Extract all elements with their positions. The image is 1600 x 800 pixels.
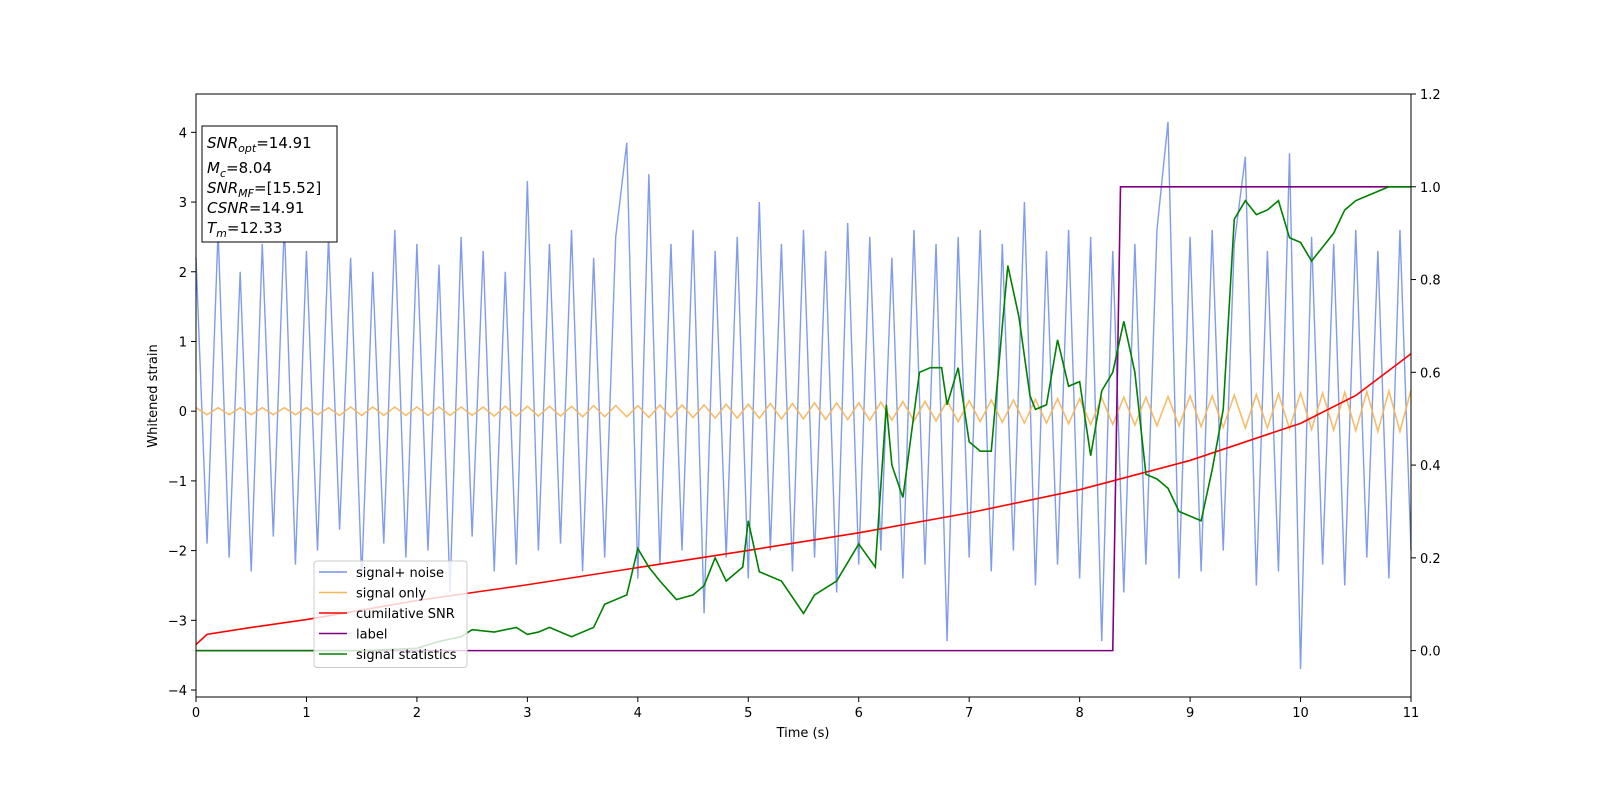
x-tick-label: 10 — [1292, 706, 1309, 721]
annotation-box — [201, 125, 338, 243]
annotation-name: T — [207, 219, 218, 237]
x-tick-label: 3 — [523, 706, 531, 721]
x-tick-label: 7 — [965, 706, 973, 721]
annotation-name: CSNR — [207, 199, 249, 217]
y2-tick-label: 0.0 — [1420, 645, 1441, 660]
y-tick-label: −1 — [168, 475, 187, 490]
x-tick-label: 0 — [192, 706, 200, 721]
annotation-subscript: MF — [238, 187, 254, 200]
y-tick-label: −4 — [168, 684, 187, 699]
y-tick-label: 4 — [179, 126, 187, 141]
legend-label: signal only — [356, 587, 426, 602]
x-tick-label: 6 — [855, 706, 863, 721]
y-tick-label: −2 — [168, 545, 187, 560]
annotation-name: M — [207, 159, 220, 177]
series-line — [195, 121, 1412, 670]
y2-tick-label: 1.0 — [1420, 181, 1441, 196]
annotation-line: SNRMF=[15.52] — [207, 179, 321, 200]
y2-tick-label: 0.2 — [1420, 552, 1441, 567]
annotation-name: SNR — [207, 179, 238, 197]
annotation-line: Tm=12.33 — [207, 219, 282, 240]
annotation-value: =14.91 — [256, 134, 312, 152]
legend-label: signal+ noise — [356, 566, 444, 581]
x-tick-label: 9 — [1186, 706, 1194, 721]
y-tick-label: 1 — [179, 335, 187, 350]
y2-tick-label: 0.8 — [1420, 274, 1441, 289]
y2-tick-label: 0.6 — [1420, 366, 1441, 381]
x-tick-label: 5 — [744, 706, 752, 721]
legend-frame — [313, 560, 468, 668]
series-line — [196, 185, 1411, 652]
plot-area — [195, 121, 1412, 670]
series-line — [195, 387, 1412, 435]
x-tick-label: 1 — [302, 706, 310, 721]
y-tick-label: −3 — [168, 614, 187, 629]
y-tick-label: 2 — [179, 266, 187, 281]
annotation-line: CSNR=14.91 — [207, 199, 304, 217]
x-tick-label: 8 — [1075, 706, 1083, 721]
x-axis-label: Time (s) — [776, 726, 830, 741]
y-axis-label: Whitened strain — [146, 344, 161, 447]
annotation-subscript: m — [216, 227, 227, 240]
annotation-value: =14.91 — [249, 199, 305, 217]
annotation-line: SNRopt=14.91 — [207, 134, 312, 155]
annotation-subscript: c — [220, 167, 226, 180]
axes-frame — [195, 93, 1412, 698]
x-tick-label: 4 — [634, 706, 642, 721]
annotation-line: Mc=8.04 — [207, 159, 272, 180]
y-tick-label: 0 — [179, 405, 187, 420]
annotation-value: =[15.52] — [254, 179, 321, 197]
annotation-value: =8.04 — [226, 159, 272, 177]
x-tick-label: 2 — [413, 706, 421, 721]
legend-label: label — [356, 628, 387, 643]
y2-tick-label: 1.2 — [1420, 88, 1441, 103]
legend-label: cumilative SNR — [356, 607, 455, 622]
y-tick-label: 3 — [179, 196, 187, 211]
x-tick-label: 11 — [1403, 706, 1420, 721]
series-line — [196, 185, 1411, 652]
legend-label: signal statistics — [356, 648, 457, 663]
series-line — [195, 353, 1412, 646]
annotation-subscript: opt — [238, 142, 257, 155]
y2-tick-label: 0.4 — [1420, 459, 1441, 474]
annotation-name: SNR — [207, 134, 238, 152]
annotation-value: =12.33 — [227, 219, 283, 237]
